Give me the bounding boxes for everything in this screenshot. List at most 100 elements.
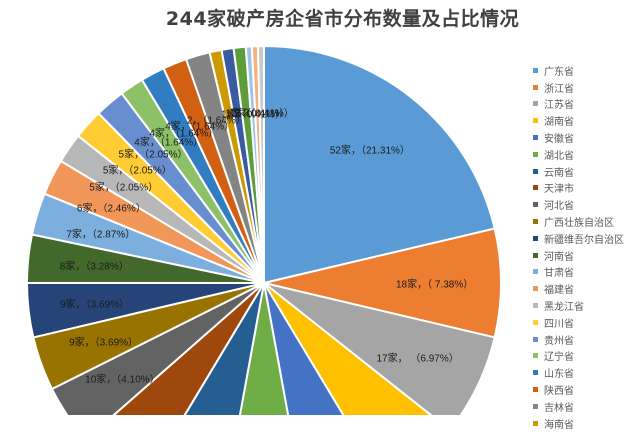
legend-item: 河南省: [530, 247, 640, 264]
legend-item: 福建省: [530, 280, 640, 297]
legend-label: 湖北省: [544, 150, 574, 162]
legend-item: 江苏省: [530, 96, 640, 113]
slice-label: 4家，（1.64%）: [165, 121, 235, 133]
pie-slice: [263, 227, 502, 339]
slice-label: 2: [226, 110, 232, 122]
slice-label: 1家（0.41%）: [229, 108, 294, 120]
legend-label: 河北省: [544, 201, 574, 213]
legend-swatch-icon: [533, 353, 538, 359]
legend-swatch-icon: [533, 336, 538, 342]
slice-label: 1家（0.41%）: [225, 108, 290, 120]
legend-item: 辽宁省: [530, 348, 640, 365]
legend-swatch-icon: [533, 403, 538, 409]
legend-swatch-icon: [533, 84, 538, 90]
slice-label: 2，（1.64%）: [186, 115, 246, 127]
legend-label: 吉林省: [544, 402, 574, 414]
legend-swatch-icon: [533, 286, 538, 292]
legend-label: 浙江省: [544, 83, 574, 95]
legend-label: 云南省: [544, 167, 574, 179]
chart-legend: 广东省浙江省江苏省湖南省安徽省湖北省云南省天津市河北省广西壮族自治区 新疆维吾尔自…: [530, 62, 640, 432]
chart-bottom-edge: [0, 415, 640, 436]
legend-item: 河北省: [530, 196, 640, 213]
pie-slice: [263, 282, 345, 415]
legend-label: 江苏省: [544, 100, 574, 112]
legend-swatch-icon: [533, 370, 538, 376]
slice-label: 4家，（1.64%）: [149, 128, 219, 140]
legend-item: 云南省: [530, 163, 640, 180]
legend-item: 海南省: [530, 415, 640, 432]
legend-item: 湖南省: [530, 112, 640, 129]
slice-label: 5家，（2.05%）: [118, 149, 188, 161]
legend-label: 广西壮族自治区: [544, 218, 614, 230]
slice-label: 5家，（2.05%）: [89, 182, 159, 194]
legend-swatch-icon: [533, 269, 538, 275]
legend-label: 山东省: [544, 369, 574, 381]
legend-item: 陕西省: [530, 381, 640, 398]
legend-item: 安徽省: [530, 129, 640, 146]
slice-label: 9家，（3.69%）: [69, 337, 139, 349]
legend-item: 天津市: [530, 180, 640, 197]
slice-label: 2: [243, 107, 250, 119]
legend-label: 辽宁省: [544, 352, 574, 364]
legend-label: 贵州省: [544, 335, 574, 347]
legend-swatch-icon: [533, 303, 538, 309]
legend-label: 黑龙江省: [544, 302, 584, 314]
legend-item: 新疆维吾尔自治区: [530, 230, 640, 247]
legend-swatch-icon: [533, 168, 538, 174]
slice-label: 5家，（2.05%）: [102, 165, 172, 177]
legend-swatch-icon: [533, 387, 538, 393]
legend-label: 新疆维吾尔自治区: [544, 234, 624, 246]
legend-swatch-icon: [533, 219, 538, 225]
pie-svg: [25, 44, 502, 415]
legend-label: 四川省: [544, 318, 574, 330]
legend-item: 浙江省: [530, 79, 640, 96]
pie-slice: [263, 282, 496, 415]
pie-chart: 52家，（21.31%） 18家，（ 7.38%） 17家， （6.97%） 10家，…: [25, 44, 502, 415]
legend-swatch-icon: [533, 420, 538, 426]
legend-item: 广西壮族自治区: [530, 213, 640, 230]
legend-swatch-icon: [533, 118, 538, 124]
legend-label: 河南省: [544, 251, 574, 263]
legend-swatch-icon: [533, 185, 538, 191]
legend-swatch-icon: [533, 235, 538, 241]
chart-title: 244家破产房企省市分布数量及占比情况: [165, 8, 520, 30]
legend-item: 黑龙江省: [530, 297, 640, 314]
slice-label: 8家，（3.28%）: [59, 261, 129, 273]
slice-label: 9家，（3.69%）: [60, 299, 129, 311]
legend-swatch-icon: [533, 67, 538, 73]
legend-item: 四川省: [530, 314, 640, 331]
slice-label: 7家，（2.87%）: [66, 229, 136, 241]
slice-label: 4家，（1.64%）: [134, 137, 204, 149]
slice-label: 52家，（21.31%）: [329, 145, 410, 157]
slice-label: 10家，（4.10%）: [85, 374, 160, 386]
legend-label: 广东省: [544, 66, 574, 78]
slice-label: 6家，（2.46%）: [76, 203, 146, 215]
legend-label: 天津市: [544, 184, 574, 196]
pie-slice: [238, 282, 290, 415]
legend-label: 福建省: [544, 285, 574, 297]
legend-label: 海南省: [544, 419, 574, 431]
pie-slice: [263, 282, 433, 415]
pie-slice: [256, 44, 265, 284]
legend-swatch-icon: [533, 135, 538, 141]
legend-item: 山东省: [530, 364, 640, 381]
legend-swatch-icon: [533, 252, 538, 258]
legend-label: 陕西省: [544, 386, 574, 398]
legend-label: 湖南省: [544, 117, 574, 129]
slice-label: 2: [234, 108, 241, 120]
slice-label: 1家（0.41%）: [221, 109, 285, 121]
legend-item: 吉林省: [530, 398, 640, 415]
legend-item: 湖北省: [530, 146, 640, 163]
legend-swatch-icon: [533, 101, 538, 107]
slice-label: 18家，（ 7.38%）: [395, 279, 474, 291]
legend-swatch-icon: [533, 151, 538, 157]
legend-item: 甘肃省: [530, 264, 640, 281]
legend-item: 贵州省: [530, 331, 640, 348]
legend-swatch-icon: [533, 319, 538, 325]
legend-label: 安徽省: [544, 134, 574, 146]
legend-label: 甘肃省: [544, 268, 574, 280]
pie-slice: [263, 44, 496, 285]
slice-label: 17家， （6.97%）: [376, 353, 459, 365]
legend-item: 广东省: [530, 62, 640, 79]
legend-swatch-icon: [533, 202, 538, 208]
